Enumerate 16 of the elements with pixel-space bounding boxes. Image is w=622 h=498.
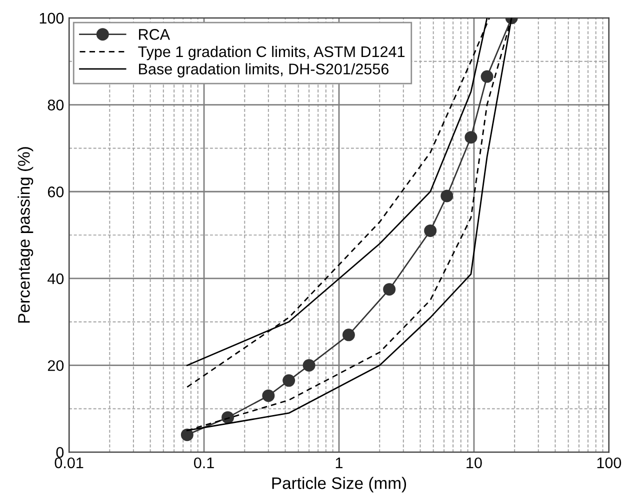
x-axis-title: Particle Size (mm) [272, 476, 406, 492]
x-tick-label: 0.1 [194, 457, 214, 468]
y-tick-label: 20 [48, 360, 64, 372]
x-tick-label: 1 [336, 458, 342, 468]
y-tick-label: 0 [56, 447, 64, 458]
y-tick-label: 40 [48, 273, 64, 284]
y-tick-label: 80 [48, 100, 64, 110]
legend-label: Base gradation limits, DH-S201/2556 [139, 63, 388, 78]
x-tick-label: 10 [466, 457, 482, 468]
legend-label: RCA [139, 29, 170, 40]
x-tick-label: 0.01 [54, 457, 84, 468]
y-axis-title: Percentage passing (%) [18, 147, 34, 323]
legend-label: Type 1 gradation C limits, ASTM D1241 [138, 46, 405, 60]
y-tick-label: 100 [40, 12, 64, 24]
x-tick-label: 100 [597, 457, 622, 468]
y-tick-label: 60 [48, 186, 64, 198]
